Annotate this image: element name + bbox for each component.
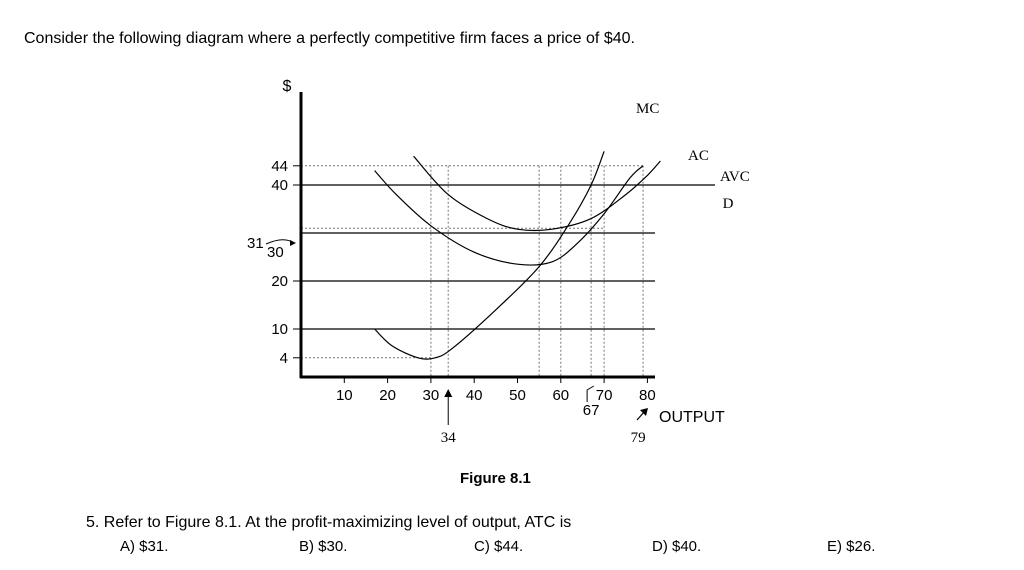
- arrowhead-31: [290, 240, 296, 246]
- curve-labels: MC AC AVC D: [636, 101, 750, 212]
- question-text: 5. Refer to Figure 8.1. At the profit-ma…: [86, 514, 572, 531]
- intro-text: Consider the following diagram where a p…: [24, 30, 635, 47]
- x-tick-label: 70: [596, 387, 613, 404]
- ac-label: AC: [688, 148, 709, 164]
- y-tick-label: 4: [280, 350, 288, 367]
- option-d[interactable]: D) $40.: [652, 538, 702, 555]
- x-annotation-67: 67: [583, 402, 600, 419]
- x-tick-label: 20: [379, 387, 396, 404]
- option-e[interactable]: E) $26.: [827, 538, 876, 555]
- arrowhead-output: [640, 408, 648, 416]
- avc-label: AVC: [720, 169, 750, 185]
- x-tick-label: 10: [336, 387, 353, 404]
- figure-caption: Figure 8.1: [460, 470, 531, 487]
- y-annotation-31: 31: [247, 235, 264, 252]
- option-b[interactable]: B) $30.: [299, 538, 348, 555]
- x-tick-label: 80: [639, 387, 656, 404]
- y-axis-label: $: [283, 78, 292, 95]
- dotted-guides: [301, 165, 644, 377]
- arrowhead-34: [444, 389, 453, 397]
- y-annotation-30: 30: [267, 244, 284, 261]
- x-tick-label: 40: [466, 387, 483, 404]
- ac-curve: [374, 165, 644, 266]
- x-annotation-79: 79: [631, 430, 646, 446]
- y-tick-label: 40: [271, 177, 288, 194]
- x-annotation-34: 34: [441, 430, 457, 446]
- option-a[interactable]: A) $31.: [120, 538, 169, 555]
- y-tick-label: 44: [271, 158, 288, 175]
- y-tick-label: 10: [271, 321, 288, 338]
- demand-label: D: [723, 196, 734, 212]
- mc-label: MC: [636, 101, 659, 117]
- x-tick-label: 60: [552, 387, 569, 404]
- x-tick-label: 30: [423, 387, 440, 404]
- arrow-67: [586, 385, 595, 402]
- horizontal-lines: [301, 184, 715, 330]
- mc-curve: [374, 151, 605, 360]
- x-tick-label: 50: [509, 387, 526, 404]
- y-tick-label: 20: [271, 273, 288, 290]
- option-c[interactable]: C) $44.: [474, 538, 524, 555]
- cost-curves: [374, 151, 661, 360]
- x-axis-label: OUTPUT: [659, 409, 725, 426]
- avc-curve: [413, 155, 661, 232]
- axes: [299, 92, 655, 379]
